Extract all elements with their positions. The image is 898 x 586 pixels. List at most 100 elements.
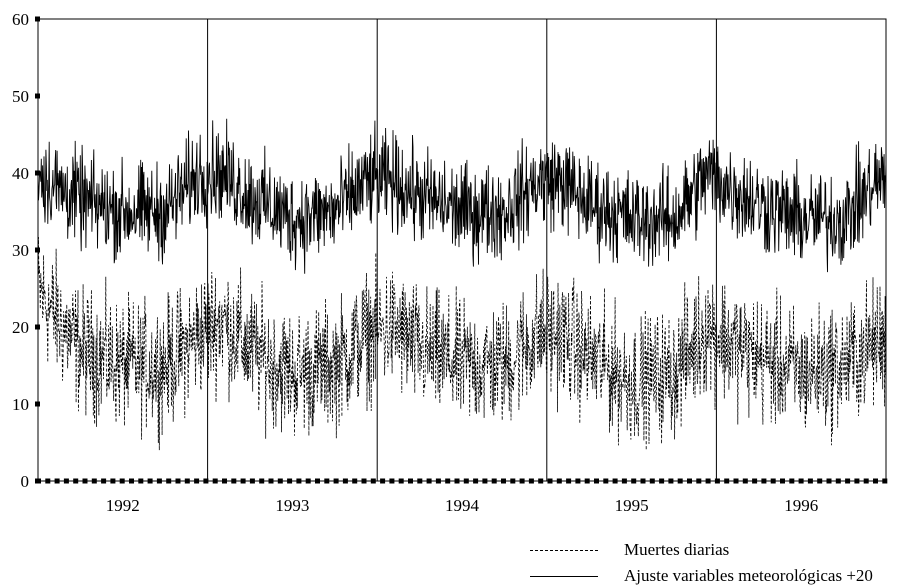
x-tick-mark	[110, 478, 116, 484]
x-tick-mark	[45, 478, 51, 484]
plot-border	[37, 18, 887, 482]
x-tick-mark	[584, 478, 590, 484]
x-tick-mark	[342, 478, 348, 484]
x-tick-mark	[687, 478, 692, 484]
x-tick-mark	[724, 478, 730, 484]
x-tick-label-1993: 1993	[275, 496, 309, 515]
y-tick-label-30: 30	[12, 241, 29, 260]
x-tick-mark	[408, 478, 413, 484]
x-tick-mark	[752, 478, 758, 484]
x-tick-mark	[835, 478, 841, 484]
x-tick-mark	[166, 478, 172, 484]
x-tick-label-1995: 1995	[615, 496, 649, 515]
y-tick-mark-50	[35, 93, 40, 99]
x-tick-mark	[119, 478, 125, 484]
x-tick-mark	[352, 478, 358, 484]
plot-frame	[37, 18, 887, 482]
x-tick-mark	[445, 478, 451, 484]
x-tick-mark	[203, 478, 209, 484]
x-tick-mark	[677, 478, 683, 484]
x-tick-mark	[789, 478, 795, 484]
x-tick-mark	[333, 478, 339, 484]
y-tick-mark-40	[35, 170, 40, 176]
x-tick-mark	[640, 478, 646, 484]
x-tick-mark	[259, 478, 265, 484]
x-tick-mark	[175, 478, 181, 484]
x-tick-mark	[129, 478, 134, 484]
x-tick-mark	[305, 478, 311, 484]
y-tick-mark-10	[35, 401, 40, 407]
x-tick-label-1994: 1994	[445, 496, 480, 515]
x-tick-mark	[612, 478, 618, 484]
series-line-ajuste-meteorologico	[37, 118, 887, 274]
x-tick-mark	[575, 478, 581, 484]
x-tick-mark	[73, 478, 79, 484]
x-tick-mark	[807, 478, 813, 484]
x-tick-mark	[863, 478, 869, 484]
x-tick-mark	[54, 478, 60, 484]
x-tick-mark	[296, 478, 302, 484]
year-dividers	[207, 19, 717, 481]
x-tick-mark	[147, 478, 153, 484]
legend-swatch-dashed	[530, 549, 598, 551]
x-tick-mark	[240, 478, 246, 484]
x-tick-mark	[268, 478, 274, 484]
x-tick-mark	[138, 478, 144, 484]
x-tick-mark	[249, 478, 255, 484]
x-tick-mark	[101, 478, 107, 484]
x-tick-mark	[426, 478, 432, 484]
x-tick-mark	[705, 478, 711, 484]
legend-label-muertes: Muertes diarias	[624, 540, 730, 559]
x-tick-mark	[435, 478, 441, 484]
x-tick-mark	[649, 478, 655, 484]
x-tick-mark	[91, 478, 97, 484]
x-tick-mark	[510, 478, 516, 484]
x-tick-mark	[547, 478, 553, 484]
x-tick-mark	[156, 478, 162, 484]
x-tick-mark	[714, 478, 720, 484]
y-tick-mark-20	[35, 324, 40, 330]
x-tick-mark	[659, 478, 665, 484]
y-axis: 0 10 20 30 40 50 60	[12, 10, 40, 491]
x-tick-mark	[528, 478, 534, 484]
x-tick-mark	[733, 478, 739, 484]
x-tick-mark	[556, 478, 562, 484]
x-tick-mark	[538, 478, 544, 484]
x-tick-mark	[277, 478, 283, 484]
y-tick-label-40: 40	[12, 164, 29, 183]
x-tick-mark	[324, 478, 330, 484]
series-line-muertes-diarias	[37, 236, 887, 451]
x-tick-label-1992: 1992	[106, 496, 140, 515]
x-tick-mark	[82, 478, 88, 484]
x-tick-mark	[184, 478, 190, 484]
x-tick-mark	[826, 478, 832, 484]
x-tick-mark	[603, 478, 609, 484]
x-tick-mark	[631, 478, 637, 484]
legend-item-muertes: Muertes diarias	[530, 540, 729, 560]
x-tick-label-1996: 1996	[784, 496, 818, 515]
x-tick-mark	[287, 478, 293, 484]
x-tick-mark	[742, 478, 748, 484]
x-tick-mark	[621, 478, 627, 484]
x-tick-mark	[882, 478, 888, 484]
x-tick-mark	[798, 478, 804, 484]
legend-label-ajuste: Ajuste variables meteorológicas +20	[624, 566, 873, 585]
x-tick-mark	[361, 478, 367, 484]
x-tick-mark	[194, 478, 200, 484]
x-tick-mark	[63, 478, 69, 484]
x-tick-mark	[36, 478, 41, 484]
x-tick-mark	[222, 478, 227, 484]
x-tick-mark	[594, 478, 599, 484]
x-tick-mark	[212, 478, 218, 484]
y-tick-label-10: 10	[12, 395, 29, 414]
legend-item-ajuste: Ajuste variables meteorológicas +20	[530, 566, 873, 586]
x-tick-mark	[482, 478, 488, 484]
x-tick-mark	[398, 478, 404, 484]
x-tick-mark	[566, 478, 572, 484]
x-tick-mark	[668, 478, 674, 484]
x-tick-mark	[501, 478, 506, 484]
y-tick-label-0: 0	[21, 472, 30, 491]
x-tick-mark	[491, 478, 497, 484]
y-tick-mark-60	[35, 16, 40, 22]
